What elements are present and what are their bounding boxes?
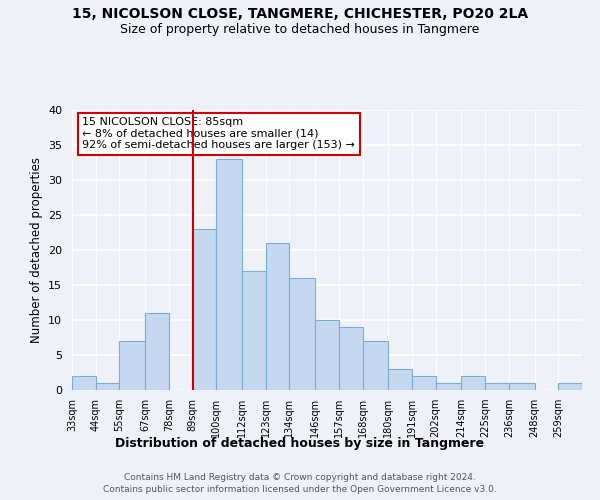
Y-axis label: Number of detached properties: Number of detached properties <box>29 157 43 343</box>
Bar <box>266 243 289 390</box>
Text: Size of property relative to detached houses in Tangmere: Size of property relative to detached ho… <box>121 22 479 36</box>
Text: 15 NICOLSON CLOSE: 85sqm
← 8% of detached houses are smaller (14)
92% of semi-de: 15 NICOLSON CLOSE: 85sqm ← 8% of detache… <box>82 117 355 150</box>
Text: 15, NICOLSON CLOSE, TANGMERE, CHICHESTER, PO20 2LA: 15, NICOLSON CLOSE, TANGMERE, CHICHESTER… <box>72 8 528 22</box>
Bar <box>362 341 388 390</box>
Bar <box>509 383 535 390</box>
Bar <box>436 383 461 390</box>
Bar <box>412 376 436 390</box>
Bar <box>315 320 339 390</box>
Bar <box>193 229 216 390</box>
Bar <box>559 383 582 390</box>
Bar <box>485 383 509 390</box>
Bar <box>289 278 315 390</box>
Bar <box>216 159 242 390</box>
Bar <box>461 376 485 390</box>
Bar <box>339 327 362 390</box>
Text: Contains HM Land Registry data © Crown copyright and database right 2024.: Contains HM Land Registry data © Crown c… <box>124 472 476 482</box>
Bar <box>95 383 119 390</box>
Text: Distribution of detached houses by size in Tangmere: Distribution of detached houses by size … <box>115 438 485 450</box>
Text: Contains public sector information licensed under the Open Government Licence v3: Contains public sector information licen… <box>103 485 497 494</box>
Bar <box>388 369 412 390</box>
Bar <box>242 271 266 390</box>
Bar <box>72 376 95 390</box>
Bar <box>119 341 145 390</box>
Bar <box>145 313 169 390</box>
